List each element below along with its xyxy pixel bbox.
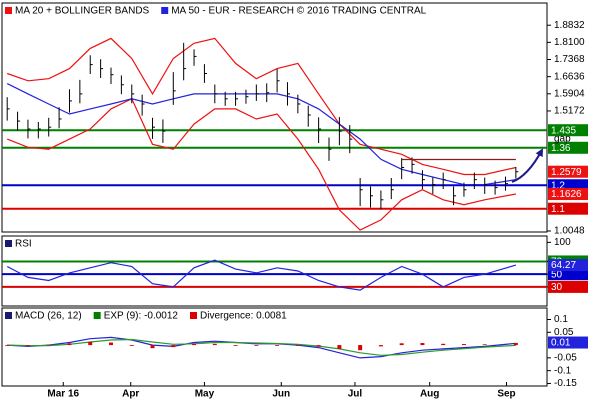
x-tick-label: Apr xyxy=(122,389,139,400)
series-line xyxy=(7,336,516,359)
level-label: 1.435 xyxy=(551,125,576,136)
last-lower-band-label: 1.1626 xyxy=(551,189,582,200)
histogram-bar xyxy=(482,344,487,346)
histogram-bar xyxy=(378,345,383,347)
y-tick-label: -0.05 xyxy=(554,353,577,364)
histogram-bar xyxy=(316,345,321,347)
histogram-bar xyxy=(171,345,176,348)
x-tick-label: May xyxy=(195,389,215,400)
legend-swatch xyxy=(161,7,169,14)
y-tick-label: 1.8100 xyxy=(554,37,585,48)
legend-swatch xyxy=(93,312,101,319)
y-tick-label: 0.05 xyxy=(554,327,574,338)
level-label: 1.2 xyxy=(551,180,565,191)
histogram-bar xyxy=(441,343,446,346)
x-tick-label: Mar 16 xyxy=(47,389,79,400)
bollinger-lower xyxy=(6,97,517,231)
level-box xyxy=(548,268,588,281)
histogram-bar xyxy=(212,343,217,346)
last-rsi-box xyxy=(548,259,588,272)
y-tick-label: 1.5172 xyxy=(554,106,585,117)
legend-swatch xyxy=(5,7,12,14)
bollinger-upper xyxy=(7,37,517,176)
legend-label: MA 50 - EUR - RESEARCH © 2016 TRADING CE… xyxy=(171,6,426,17)
last-macd-label: 0.01 xyxy=(551,338,571,349)
histogram-bar xyxy=(295,345,300,346)
x-tick-label: Jul xyxy=(348,389,363,400)
panel-frame xyxy=(1,307,548,387)
histogram-bar xyxy=(25,345,30,346)
histogram-bar xyxy=(461,344,466,346)
legend-label: Divergence: 0.0081 xyxy=(200,311,287,322)
legend-label: RSI xyxy=(15,239,32,250)
last-close-box xyxy=(548,165,588,178)
legend-label: EXP (9): -0.0012 xyxy=(104,311,179,322)
y-tick-label: 0.1 xyxy=(554,314,568,325)
level-label: 50 xyxy=(551,269,563,280)
y-tick-label: -0.15 xyxy=(554,378,577,389)
last-rsi-label: 64.27 xyxy=(551,260,576,271)
histogram-bar xyxy=(358,345,363,351)
y-tick-label: -0.1 xyxy=(554,365,572,376)
last-lower-band-box xyxy=(548,188,588,201)
y-tick-label: 1.8832 xyxy=(554,20,585,31)
histogram-bar xyxy=(192,343,197,346)
level-box xyxy=(548,124,588,137)
series-line xyxy=(6,259,517,291)
histogram-bar xyxy=(129,345,134,346)
series-line xyxy=(6,83,516,186)
level-label: 30 xyxy=(551,282,563,293)
y-tick-label: 1.6636 xyxy=(554,71,585,82)
legend-swatch xyxy=(5,312,12,319)
annotation: gap xyxy=(554,134,571,145)
legend-label: MA 20 + BOLLINGER BANDS xyxy=(15,6,150,17)
x-tick-label: Sep xyxy=(497,389,515,400)
histogram-bar xyxy=(150,345,155,349)
histogram-bar xyxy=(109,342,113,346)
x-tick-label: Jun xyxy=(272,389,290,400)
histogram-bar xyxy=(5,345,10,346)
y-tick-label: 1.7368 xyxy=(554,54,585,65)
histogram-bar xyxy=(275,345,280,346)
legend-swatch xyxy=(5,240,12,247)
histogram-bar xyxy=(420,343,425,346)
legend-swatch xyxy=(190,312,197,319)
projection-arrow xyxy=(511,148,543,183)
histogram-bar xyxy=(399,343,404,346)
legend-label: MACD (26, 12) xyxy=(15,311,82,322)
histogram-bar xyxy=(46,344,51,346)
panel-frame xyxy=(1,235,548,307)
level-label: 1.36 xyxy=(551,143,571,154)
x-tick-label: Aug xyxy=(420,389,439,400)
histogram-bar xyxy=(337,345,342,349)
last-close-label: 1.2579 xyxy=(551,167,582,178)
series-line xyxy=(7,338,516,356)
histogram-bar xyxy=(233,345,238,346)
y-tick-label: 1.0048 xyxy=(554,226,585,237)
panel-frame xyxy=(1,2,548,233)
last-macd-box xyxy=(548,336,588,349)
histogram-bar xyxy=(67,343,72,346)
histogram-bar xyxy=(88,341,93,346)
level-box xyxy=(548,141,588,154)
level-label: 1.1 xyxy=(551,204,565,215)
y-tick-label: 100 xyxy=(554,237,571,248)
level-box xyxy=(548,202,588,215)
histogram-bar xyxy=(254,345,259,346)
histogram-bar xyxy=(513,343,518,346)
y-tick-label: 1.5904 xyxy=(554,88,585,99)
level-box xyxy=(548,280,588,293)
